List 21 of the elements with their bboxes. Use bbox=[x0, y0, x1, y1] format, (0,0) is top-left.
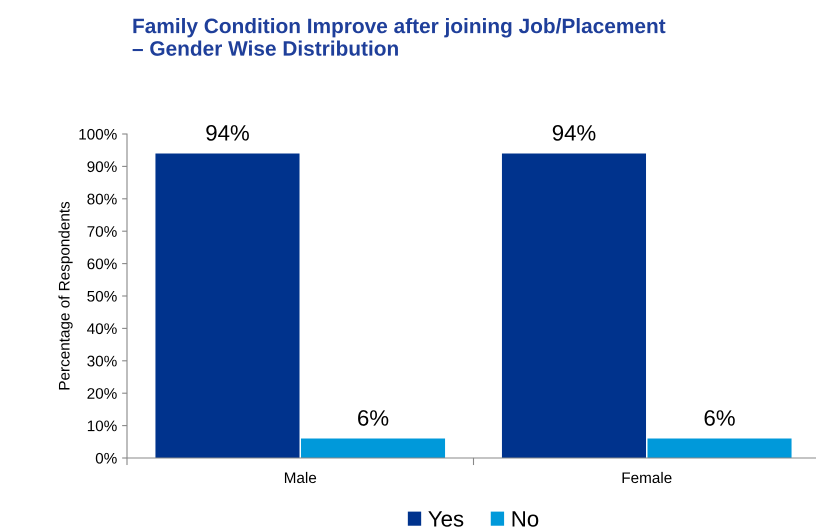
data-label: 94% bbox=[206, 124, 249, 141]
legend-label: No bbox=[512, 511, 538, 527]
x-tick-label: Female bbox=[622, 472, 672, 484]
y-tick-label: 40% bbox=[87, 323, 117, 334]
y-tick-label: 60% bbox=[87, 258, 117, 270]
x-tick-label: Male bbox=[284, 472, 316, 484]
y-tick-label: 50% bbox=[87, 290, 117, 302]
y-tick-label: 30% bbox=[87, 356, 117, 366]
data-label: 6% bbox=[704, 410, 735, 426]
y-tick-label: 100% bbox=[79, 128, 117, 140]
y-tick-label: 80% bbox=[87, 194, 117, 204]
y-tick-label: 20% bbox=[87, 388, 117, 399]
data-label: 94% bbox=[552, 124, 596, 141]
y-tick-label: 90% bbox=[87, 161, 117, 172]
chart-title: Family Condition Improve after joining Job/Placement – Gender Wise Distribution bbox=[132, 18, 666, 56]
y-tick-label: 0% bbox=[96, 452, 117, 464]
y-tick-label: 70% bbox=[87, 226, 117, 237]
y-axis-title: Percentage of Respondents bbox=[58, 202, 73, 390]
data-label: 6% bbox=[358, 410, 388, 426]
legend-label: Yes bbox=[428, 511, 464, 527]
y-tick-label: 10% bbox=[88, 420, 117, 432]
